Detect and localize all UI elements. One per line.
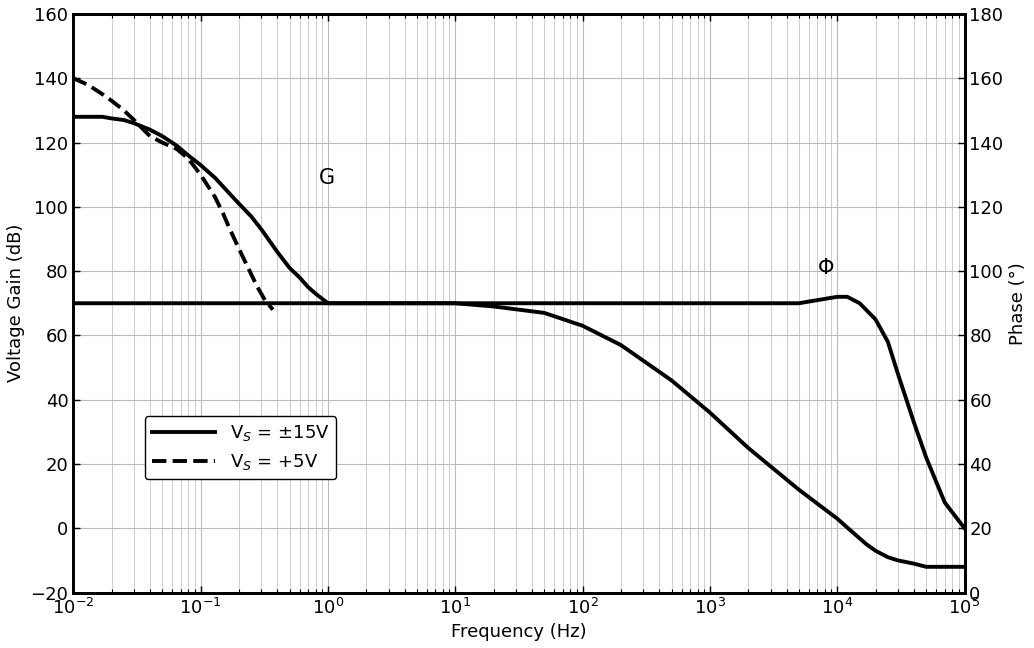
- V$_S$ = ±15V: [846, 527, 858, 535]
- V$_S$ = ±15V: [959, 563, 971, 571]
- V$_S$ = ±15V: [360, 299, 372, 307]
- V$_S$ = ±15V: [322, 299, 334, 307]
- V$_S$ = ±15V: [449, 299, 461, 307]
- V$_S$ = ±15V: [255, 226, 268, 233]
- V$_S$ = ±15V: [82, 113, 94, 121]
- V$_S$ = ±15V: [294, 273, 306, 281]
- V$_S$ = +5V: [144, 132, 156, 140]
- Legend: V$_S$ = ±15V, V$_S$ = +5V: V$_S$ = ±15V, V$_S$ = +5V: [145, 416, 336, 480]
- V$_S$ = +5V: [217, 209, 230, 217]
- V$_S$ = ±15V: [309, 290, 322, 297]
- V$_S$ = +5V: [171, 145, 183, 153]
- V$_S$ = +5V: [251, 283, 264, 291]
- V$_S$ = ±15V: [920, 563, 933, 571]
- V$_S$ = ±15V: [209, 174, 221, 182]
- V$_S$ = ±15V: [614, 341, 627, 349]
- V$_S$ = ±15V: [128, 119, 141, 127]
- V$_S$ = ±15V: [882, 553, 894, 561]
- V$_S$ = ±15V: [96, 113, 109, 121]
- V$_S$ = ±15V: [831, 515, 844, 522]
- V$_S$ = ±15V: [793, 486, 805, 494]
- V$_S$ = +5V: [209, 193, 221, 201]
- V$_S$ = +5V: [267, 306, 279, 314]
- V$_S$ = ±15V: [223, 190, 236, 198]
- V$_S$ = ±15V: [891, 557, 904, 564]
- V$_S$ = ±15V: [939, 563, 951, 571]
- X-axis label: Frequency (Hz): Frequency (Hz): [451, 623, 586, 641]
- V$_S$ = +5V: [245, 270, 257, 278]
- V$_S$ = ±15V: [351, 299, 363, 307]
- V$_S$ = ±15V: [118, 116, 130, 124]
- V$_S$ = ±15V: [538, 309, 550, 317]
- V$_S$ = ±15V: [105, 115, 118, 122]
- V$_S$ = +5V: [128, 116, 141, 124]
- V$_S$ = ±15V: [908, 560, 920, 568]
- V$_S$ = ±15V: [870, 547, 882, 555]
- V$_S$ = ±15V: [429, 299, 442, 307]
- V$_S$ = ±15V: [742, 444, 755, 452]
- V$_S$ = ±15V: [233, 200, 245, 207]
- V$_S$ = ±15V: [283, 264, 296, 272]
- V$_S$ = +5V: [182, 155, 194, 163]
- Line: V$_S$ = +5V: V$_S$ = +5V: [73, 78, 273, 310]
- Text: Φ: Φ: [818, 259, 833, 278]
- V$_S$ = ±15V: [171, 142, 183, 150]
- V$_S$ = ±15V: [302, 283, 314, 291]
- Text: G: G: [318, 168, 335, 189]
- Y-axis label: Phase (°): Phase (°): [1009, 262, 1027, 345]
- V$_S$ = ±15V: [271, 248, 283, 256]
- V$_S$ = ±15V: [576, 322, 588, 330]
- V$_S$ = ±15V: [665, 376, 677, 384]
- V$_S$ = +5V: [67, 75, 80, 82]
- V$_S$ = +5V: [233, 245, 245, 253]
- V$_S$ = ±15V: [245, 213, 257, 220]
- V$_S$ = ±15V: [156, 132, 169, 140]
- V$_S$ = +5V: [118, 106, 130, 114]
- V$_S$ = +5V: [105, 97, 118, 104]
- V$_S$ = ±15V: [67, 113, 80, 121]
- V$_S$ = ±15V: [144, 126, 156, 133]
- V$_S$ = +5V: [96, 91, 109, 98]
- V$_S$ = +5V: [194, 171, 207, 179]
- V$_S$ = +5V: [156, 139, 169, 146]
- V$_S$ = ±15V: [383, 299, 395, 307]
- Y-axis label: Voltage Gain (dB): Voltage Gain (dB): [7, 224, 25, 382]
- V$_S$ = ±15V: [487, 303, 499, 310]
- V$_S$ = ±15V: [182, 152, 194, 159]
- V$_S$ = ±15V: [860, 540, 873, 548]
- V$_S$ = ±15V: [194, 161, 207, 169]
- V$_S$ = ±15V: [410, 299, 423, 307]
- V$_S$ = +5V: [223, 226, 236, 233]
- V$_S$ = +5V: [258, 296, 271, 304]
- V$_S$ = ±15V: [704, 409, 717, 417]
- Line: V$_S$ = ±15V: V$_S$ = ±15V: [73, 117, 965, 567]
- V$_S$ = +5V: [82, 81, 94, 89]
- V$_S$ = ±15V: [336, 299, 348, 307]
